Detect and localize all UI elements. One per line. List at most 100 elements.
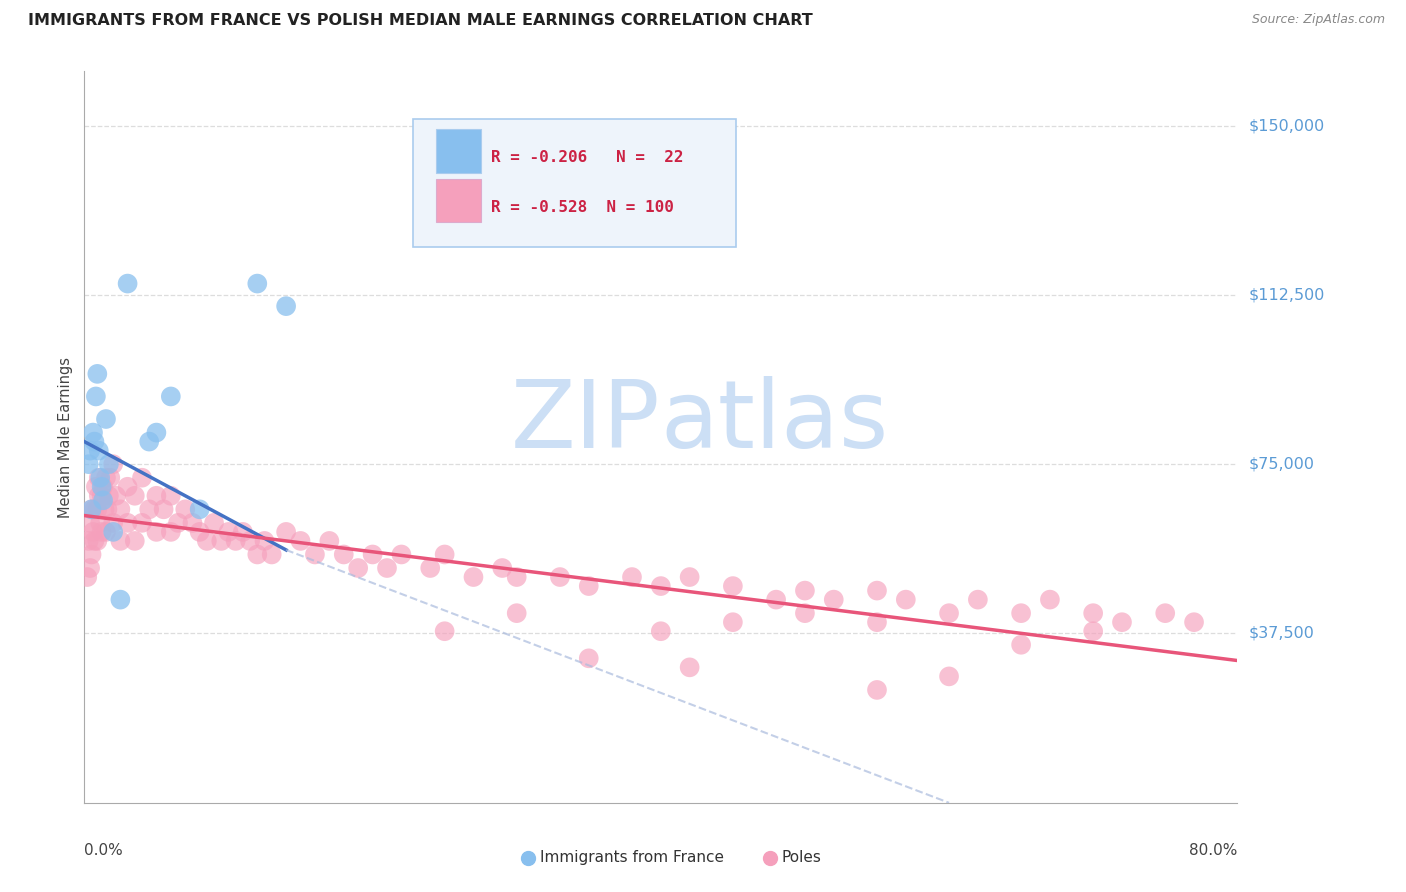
Point <box>967 592 990 607</box>
Point <box>246 277 269 291</box>
Point <box>679 570 702 584</box>
Point <box>721 579 744 593</box>
Point <box>87 443 110 458</box>
Text: Poles: Poles <box>782 850 821 865</box>
Point <box>91 493 114 508</box>
Point <box>86 502 108 516</box>
Point <box>117 516 139 530</box>
Point <box>89 516 111 530</box>
Point <box>87 471 110 485</box>
Point <box>79 561 101 575</box>
Point <box>89 471 111 485</box>
Point <box>84 389 107 403</box>
Text: $37,500: $37,500 <box>1249 626 1315 641</box>
Point <box>721 615 744 630</box>
Point <box>823 592 845 607</box>
Point <box>90 524 112 539</box>
Point <box>794 583 817 598</box>
Point <box>433 548 456 562</box>
Point <box>794 606 817 620</box>
Point <box>94 471 117 485</box>
Point <box>679 660 702 674</box>
Point <box>181 516 204 530</box>
Point <box>103 457 124 471</box>
Point <box>276 524 298 539</box>
Point <box>1083 606 1105 620</box>
Text: $112,500: $112,500 <box>1249 287 1324 302</box>
Point <box>1083 624 1105 639</box>
Point <box>96 502 118 516</box>
Point <box>77 457 100 471</box>
Point <box>938 606 960 620</box>
Point <box>578 651 600 665</box>
Point <box>1010 606 1032 620</box>
Text: atlas: atlas <box>661 376 889 468</box>
Point <box>1154 606 1177 620</box>
Point <box>103 524 124 539</box>
Point <box>253 533 276 548</box>
Point <box>506 570 529 584</box>
Point <box>152 502 174 516</box>
Point <box>80 548 103 562</box>
Point <box>105 489 128 503</box>
Point <box>650 579 672 593</box>
Point <box>209 533 232 548</box>
Point <box>97 457 120 471</box>
Point <box>160 389 183 403</box>
Point <box>650 624 672 639</box>
Point <box>82 524 104 539</box>
Point <box>110 502 132 516</box>
Point <box>866 615 889 630</box>
Point <box>97 489 120 503</box>
Text: R = -0.528  N = 100: R = -0.528 N = 100 <box>491 201 675 215</box>
Point <box>419 561 441 575</box>
Text: IMMIGRANTS FROM FRANCE VS POLISH MEDIAN MALE EARNINGS CORRELATION CHART: IMMIGRANTS FROM FRANCE VS POLISH MEDIAN … <box>28 13 813 29</box>
Y-axis label: Median Male Earnings: Median Male Earnings <box>58 357 73 517</box>
Point <box>117 480 139 494</box>
Point <box>82 425 104 440</box>
Point <box>218 524 240 539</box>
Point <box>167 516 190 530</box>
Point <box>145 524 167 539</box>
Point <box>260 548 283 562</box>
Point <box>83 502 105 516</box>
Point <box>1111 615 1133 630</box>
Point <box>138 434 160 449</box>
Point <box>866 583 889 598</box>
Point <box>87 489 110 503</box>
Point <box>491 561 513 575</box>
Point <box>202 516 225 530</box>
Point <box>765 592 787 607</box>
Point <box>195 533 218 548</box>
Text: $75,000: $75,000 <box>1249 457 1315 472</box>
Point <box>84 480 107 494</box>
Point <box>391 548 413 562</box>
Point <box>93 502 115 516</box>
Text: 80.0%: 80.0% <box>1189 843 1237 858</box>
Point <box>98 471 121 485</box>
Point <box>80 502 103 516</box>
Text: $150,000: $150,000 <box>1249 118 1324 133</box>
Point <box>1039 592 1062 607</box>
Text: R = -0.206   N =  22: R = -0.206 N = 22 <box>491 151 683 165</box>
Point <box>94 524 117 539</box>
Point <box>578 579 600 593</box>
Point <box>124 489 146 503</box>
Text: Source: ZipAtlas.com: Source: ZipAtlas.com <box>1251 13 1385 27</box>
Point <box>463 570 485 584</box>
Point <box>79 516 101 530</box>
Point <box>160 489 183 503</box>
Point <box>333 548 356 562</box>
Point <box>90 489 112 503</box>
Point <box>239 533 262 548</box>
Point <box>160 524 183 539</box>
Point <box>361 548 384 562</box>
Point <box>506 606 529 620</box>
Point <box>1182 615 1205 630</box>
Point <box>83 533 105 548</box>
FancyBboxPatch shape <box>436 179 481 222</box>
Point <box>83 434 105 449</box>
Point <box>375 561 398 575</box>
Point <box>80 502 103 516</box>
Point <box>318 533 340 548</box>
